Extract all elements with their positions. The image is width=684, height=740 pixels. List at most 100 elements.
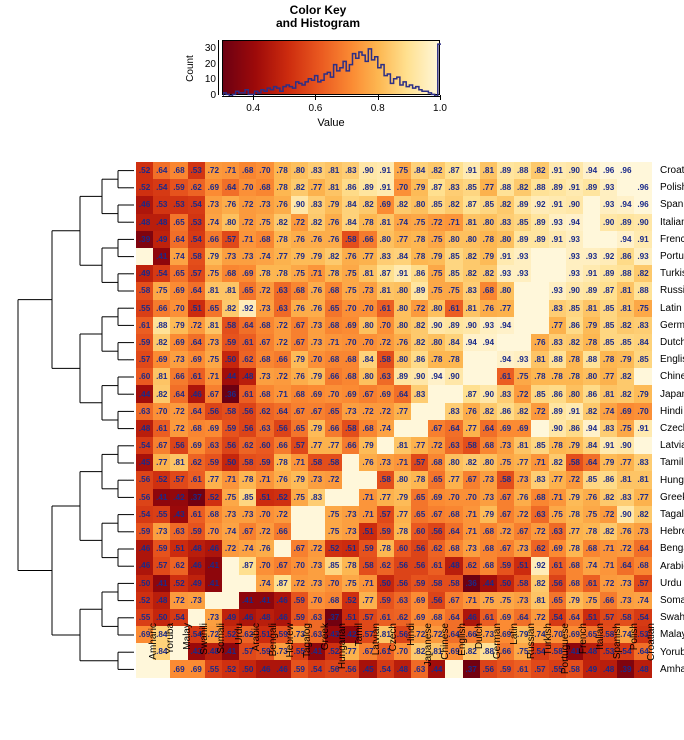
heatmap-cell (428, 385, 445, 402)
heatmap-cell: .65 (325, 403, 342, 420)
row-label: Yoruba (655, 644, 684, 661)
heatmap-cell: .83 (497, 214, 514, 231)
heatmap-cell: .48 (153, 592, 170, 609)
heatmap-cell: .73 (308, 317, 325, 334)
heatmap-cell: .83 (617, 489, 634, 506)
heatmap-cell: .75 (325, 523, 342, 540)
heatmap-cell: .73 (480, 471, 497, 488)
heatmap-cell: .65 (170, 214, 187, 231)
heatmap-cell: .74 (634, 592, 651, 609)
heatmap-cell: .89 (531, 231, 548, 248)
heatmap-cell: .73 (308, 334, 325, 351)
heatmap-cell: .62 (256, 403, 273, 420)
heatmap-cell: .72 (428, 214, 445, 231)
heatmap-cell: .78 (566, 506, 583, 523)
heatmap-cell: .73 (205, 196, 222, 213)
heatmap-cell: .76 (463, 403, 480, 420)
color-key-title: Color Key and Histogram (175, 4, 461, 30)
heatmap-cell: .72 (377, 403, 394, 420)
heatmap-cell: .56 (428, 592, 445, 609)
heatmap-cell: .78 (600, 351, 617, 368)
heatmap-cell: .81 (325, 162, 342, 179)
heatmap-cell: .66 (274, 437, 291, 454)
heatmap-cell: .75 (497, 454, 514, 471)
heatmap-cell: .54 (136, 437, 153, 454)
heatmap-cell: .56 (239, 403, 256, 420)
heatmap-cell: .84 (394, 248, 411, 265)
heatmap-cell: .68 (256, 351, 273, 368)
heatmap-cell: .86 (411, 351, 428, 368)
heatmap-cell: .83 (497, 385, 514, 402)
heatmap-cell: .74 (394, 214, 411, 231)
heatmap-cell: .46 (136, 540, 153, 557)
col-label: Latvian (371, 623, 382, 683)
heatmap-cell: .79 (205, 248, 222, 265)
heatmap-cell: .89 (583, 179, 600, 196)
heatmap-cell (222, 575, 239, 592)
heatmap-cell: .58 (342, 420, 359, 437)
heatmap-cell (428, 403, 445, 420)
heatmap-cell: .82 (566, 334, 583, 351)
heatmap-cell: .77 (497, 300, 514, 317)
heatmap-cell: .67 (291, 317, 308, 334)
heatmap-cell: .59 (136, 523, 153, 540)
col-label: Hebrew (285, 623, 296, 683)
heatmap-cell: .70 (463, 489, 480, 506)
heatmap-cell: .78 (274, 454, 291, 471)
heatmap-cell: .56 (411, 540, 428, 557)
heatmap-cell: .61 (428, 557, 445, 574)
heatmap-cell: .82 (445, 196, 462, 213)
heatmap-cell: .41 (153, 248, 170, 265)
heatmap-cell: .94 (497, 317, 514, 334)
heatmap-cell: .56 (205, 403, 222, 420)
heatmap-cell: .76 (342, 248, 359, 265)
heatmap-cell: .66 (274, 351, 291, 368)
heatmap-cell: .75 (428, 231, 445, 248)
heatmap-cell: .78 (549, 437, 566, 454)
heatmap-cell: .61 (136, 317, 153, 334)
heatmap-cell: .84 (634, 334, 651, 351)
heatmap-cell (583, 231, 600, 248)
heatmap-cell: .91 (549, 162, 566, 179)
heatmap-cell: .73 (497, 437, 514, 454)
heatmap-cell: .82 (411, 317, 428, 334)
heatmap-cell: .83 (308, 162, 325, 179)
heatmap-cell: .72 (291, 214, 308, 231)
heatmap-cell: .63 (274, 282, 291, 299)
heatmap-cell: .81 (463, 300, 480, 317)
heatmap-cell: .79 (428, 248, 445, 265)
heatmap-cell: .70 (445, 489, 462, 506)
heatmap-cell: .90 (617, 437, 634, 454)
heatmap-cell: .89 (497, 162, 514, 179)
heatmap-cell: .57 (188, 265, 205, 282)
heatmap-cell (634, 162, 651, 179)
heatmap-cell (549, 248, 566, 265)
heatmap-cell: .90 (600, 214, 617, 231)
heatmap-cell: .94 (617, 231, 634, 248)
heatmap-cell: .62 (463, 557, 480, 574)
heatmap-cell: .88 (549, 351, 566, 368)
heatmap-cell: .80 (428, 300, 445, 317)
col-label: Hungarian (337, 623, 348, 683)
heatmap-cell: .85 (600, 300, 617, 317)
heatmap-cell: .72 (170, 420, 187, 437)
heatmap-cell: .56 (170, 437, 187, 454)
heatmap-cell: .62 (170, 557, 187, 574)
heatmap-cell: .85 (239, 489, 256, 506)
heatmap-cell: .49 (136, 265, 153, 282)
heatmap-cell: .72 (600, 575, 617, 592)
heatmap-cell: .83 (634, 454, 651, 471)
heatmap-cell: .74 (222, 523, 239, 540)
heatmap-cell: .90 (480, 385, 497, 402)
heatmap-cell: .58 (428, 575, 445, 592)
heatmap-cell: .96 (634, 196, 651, 213)
heatmap-cell: .64 (445, 420, 462, 437)
heatmap-cell: .69 (170, 334, 187, 351)
heatmap-cell: .53 (170, 196, 187, 213)
heatmap-cell: .70 (308, 592, 325, 609)
heatmap-cell: .59 (377, 592, 394, 609)
heatmap-cell: .67 (497, 489, 514, 506)
heatmap-cell: .75 (205, 351, 222, 368)
heatmap-cell: .58 (566, 454, 583, 471)
heatmap-cell (531, 265, 548, 282)
